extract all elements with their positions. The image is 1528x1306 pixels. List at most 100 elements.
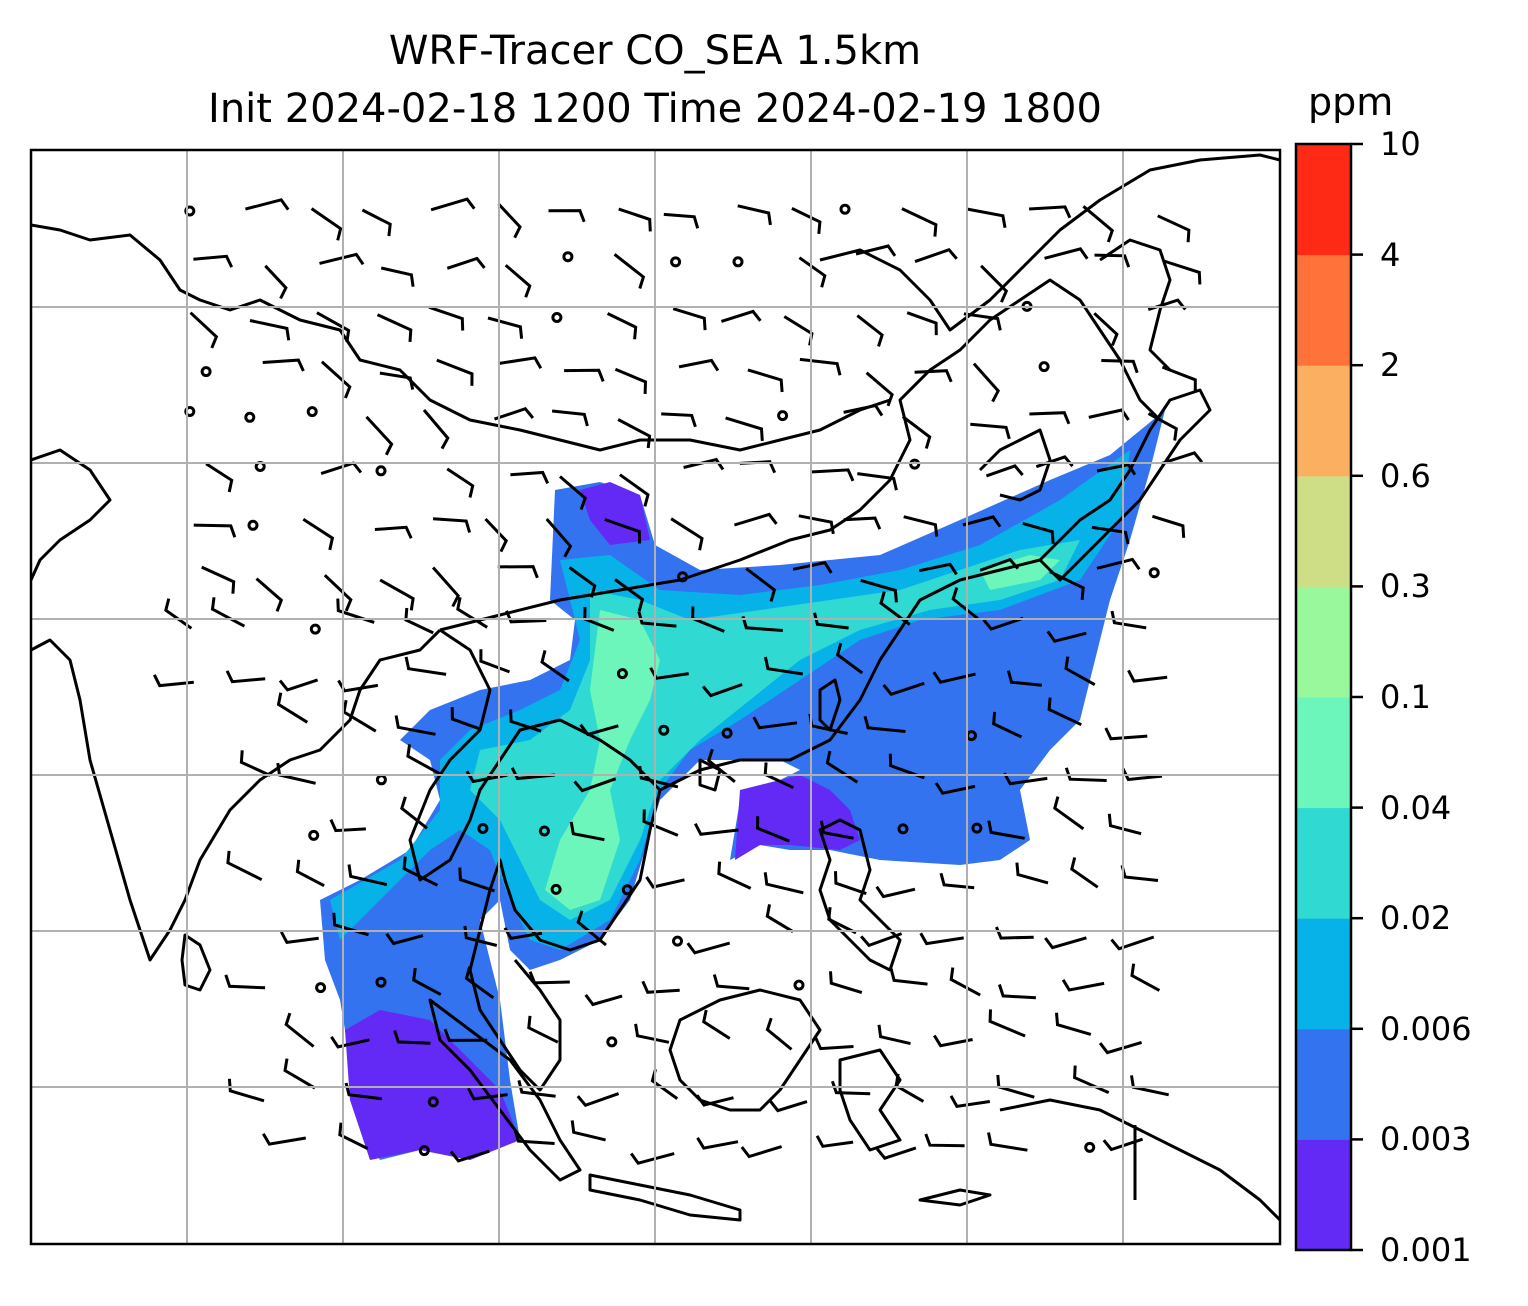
wind-barb: [1096, 557, 1141, 571]
wind-barb: [249, 319, 291, 341]
wind-barb: [634, 1023, 670, 1044]
wind-barb: [456, 597, 488, 629]
wind-barb: [863, 715, 906, 733]
wind-barb: [1064, 656, 1096, 687]
wind-barb: [914, 369, 953, 383]
wind-barb: [323, 574, 353, 612]
colorbar-segment: [1296, 586, 1351, 698]
wind-barb: [637, 611, 677, 628]
wind-barb: [517, 1080, 556, 1098]
wind-barb: [487, 316, 524, 339]
wind-barb: [741, 615, 783, 632]
wind-barb: [914, 247, 958, 264]
wind-barb: [876, 1146, 917, 1160]
wind-barb: [745, 567, 777, 602]
wind-barb: [1091, 525, 1130, 545]
coast-timor: [918, 1188, 992, 1207]
wind-barb: [540, 650, 570, 683]
wind-barb: [827, 907, 857, 935]
wind-barb: [962, 515, 1002, 528]
wind-barb: [894, 1073, 925, 1103]
wind-barb: [888, 753, 925, 780]
wind-barb: [701, 683, 743, 698]
wind-barb: [404, 607, 434, 635]
wind-barb: [933, 1034, 973, 1048]
wind-barb: [394, 715, 436, 736]
wind-barb: [573, 777, 617, 793]
colorbar-tick-label: 0.003: [1380, 1120, 1472, 1159]
wind-barb: [1096, 462, 1137, 476]
wind-barb: [376, 313, 413, 342]
wind-barb: [400, 796, 429, 830]
calm-wind-marker: [971, 822, 983, 834]
coast-sri-lanka: [180, 933, 212, 992]
wind-barb: [152, 674, 194, 688]
wind-barb: [385, 932, 424, 946]
coast-russia: [819, 153, 1280, 372]
calm-wind-marker: [184, 205, 196, 217]
wind-barb: [262, 1132, 307, 1146]
colorbar-tick-label: 2: [1380, 346, 1401, 385]
wind-barb: [1151, 514, 1186, 538]
calm-wind-marker: [477, 823, 489, 834]
wind-barb: [316, 311, 351, 343]
calm-wind-marker: [658, 724, 670, 736]
colorbar-tick-label: 0.006: [1380, 1009, 1472, 1048]
wind-barb: [497, 202, 522, 239]
colorbar-segment: [1296, 807, 1351, 919]
wind-barb: [227, 1078, 265, 1103]
wind-barb: [450, 707, 482, 731]
wind-barb: [670, 517, 704, 551]
wind-barb: [559, 475, 587, 511]
colorbar-tick-label: 0.3: [1380, 567, 1431, 606]
wind-barb: [510, 767, 556, 781]
wind-barb: [404, 656, 447, 676]
wind-barb: [569, 821, 605, 842]
wind-barb: [225, 670, 266, 684]
wind-barb: [966, 207, 1007, 228]
wind-barb: [932, 671, 976, 684]
wind-barb: [283, 1058, 316, 1090]
wind-barb: [949, 1095, 991, 1109]
colorbar-tick-label: 0.6: [1380, 456, 1431, 495]
wind-barb: [843, 516, 882, 530]
wind-barb: [834, 871, 867, 896]
wind-barb: [570, 1120, 606, 1142]
map-gridlines: [31, 150, 1280, 1244]
wind-barb: [436, 358, 474, 386]
calm-wind-marker: [200, 366, 212, 378]
calm-wind-marker: [418, 1145, 430, 1157]
wind-barb: [830, 1080, 871, 1096]
wind-barb: [614, 367, 648, 394]
calm-wind-marker: [1148, 567, 1160, 579]
calm-wind-marker: [721, 727, 733, 739]
wind-barb: [1070, 857, 1099, 889]
wind-barb: [879, 591, 911, 626]
wind-barb: [1073, 1065, 1110, 1094]
wind-barb: [1044, 247, 1089, 260]
coast-philippines: [818, 818, 902, 972]
wind-barb: [1121, 768, 1163, 782]
wind-barb: [527, 1015, 559, 1044]
wind-barb: [995, 926, 1034, 940]
wind-barb: [310, 207, 343, 241]
wind-barb: [857, 472, 898, 491]
calm-wind-marker: [184, 406, 196, 417]
calm-wind-marker: [677, 571, 689, 583]
calm-wind-marker: [839, 203, 851, 215]
wind-barb: [604, 518, 642, 544]
wind-barb: [379, 371, 415, 390]
wind-barb: [613, 253, 646, 289]
wind-barb: [278, 678, 319, 692]
wind-barb: [737, 204, 772, 226]
colorbar-tick-label: 4: [1380, 235, 1401, 274]
wind-barb: [924, 1133, 965, 1148]
wind-barb: [276, 692, 309, 724]
wind-barb: [446, 467, 475, 498]
wind-barb: [330, 1035, 370, 1049]
wind-barb: [934, 782, 976, 795]
tracer-region-low-east: [735, 775, 860, 860]
wind-barb: [617, 418, 652, 449]
wind-barb: [1110, 935, 1155, 951]
